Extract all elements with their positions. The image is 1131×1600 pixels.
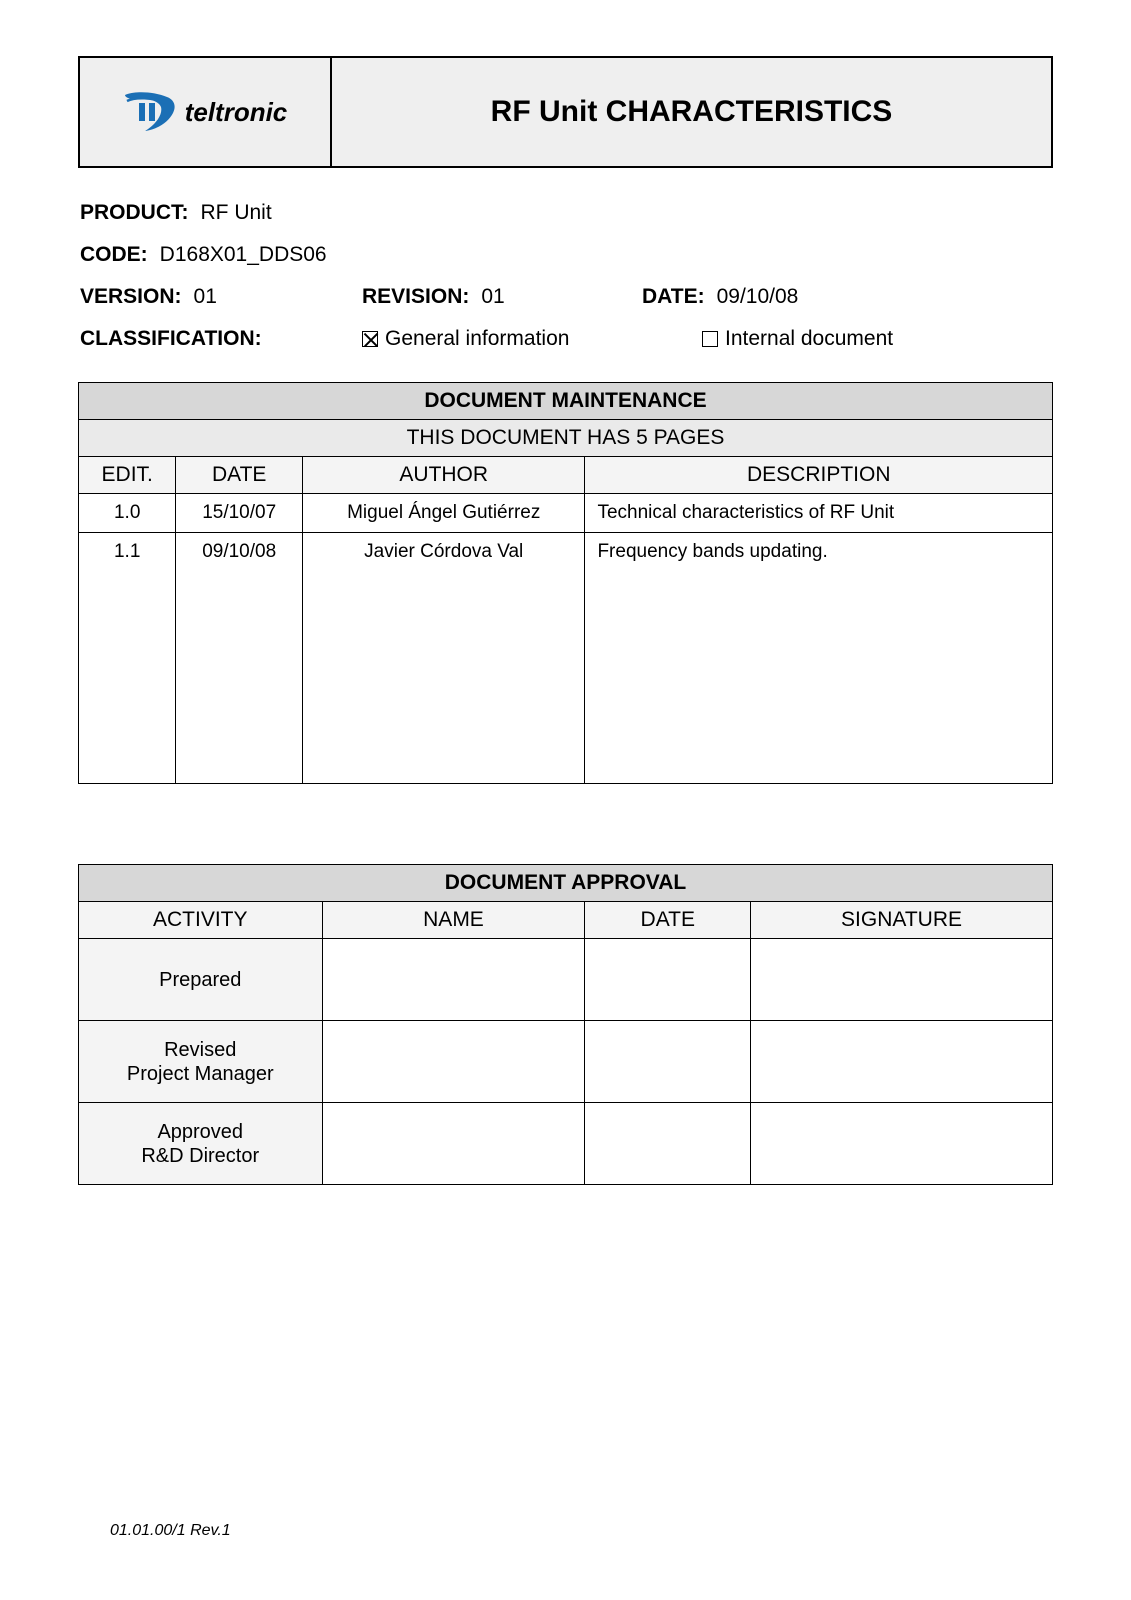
product-label: PRODUCT: bbox=[80, 192, 189, 234]
date-label: DATE: bbox=[642, 276, 705, 318]
maintenance-row: 1.015/10/07Miguel Ángel GutiérrezTechnic… bbox=[79, 494, 1053, 533]
approval-name bbox=[322, 939, 585, 1021]
revision-label: REVISION: bbox=[362, 276, 469, 318]
approval-activity: Prepared bbox=[79, 939, 323, 1021]
logo-text: teltronic bbox=[185, 97, 288, 128]
document-page: teltronic RF Unit CHARACTERISTICS PRODUC… bbox=[0, 0, 1131, 1600]
document-title: RF Unit CHARACTERISTICS bbox=[332, 58, 1051, 166]
meta-block: PRODUCT: RF Unit CODE: D168X01_DDS06 VER… bbox=[78, 192, 1053, 370]
version-value: 01 bbox=[194, 276, 217, 318]
maintenance-title: DOCUMENT MAINTENANCE bbox=[79, 383, 1053, 420]
revision-value: 01 bbox=[481, 276, 504, 318]
maintenance-cell: 09/10/08 bbox=[176, 533, 303, 784]
approval-signature bbox=[751, 1021, 1053, 1103]
approval-row: RevisedProject Manager bbox=[79, 1021, 1053, 1103]
approval-activity: ApprovedR&D Director bbox=[79, 1103, 323, 1185]
approval-col-head: SIGNATURE bbox=[751, 902, 1053, 939]
internal-doc-checkbox[interactable] bbox=[702, 331, 718, 347]
approval-row: Prepared bbox=[79, 939, 1053, 1021]
maintenance-col-head: DESCRIPTION bbox=[585, 457, 1053, 494]
maintenance-cell: 1.1 bbox=[79, 533, 176, 784]
product-value: RF Unit bbox=[201, 192, 272, 234]
logo: teltronic bbox=[123, 91, 288, 133]
code-value: D168X01_DDS06 bbox=[160, 234, 327, 276]
internal-doc-text: Internal document bbox=[725, 318, 893, 360]
classification-label: CLASSIFICATION: bbox=[80, 318, 262, 360]
maintenance-cell: 15/10/07 bbox=[176, 494, 303, 533]
approval-date bbox=[585, 1103, 751, 1185]
approval-date bbox=[585, 939, 751, 1021]
maintenance-cell: 1.0 bbox=[79, 494, 176, 533]
header: teltronic RF Unit CHARACTERISTICS bbox=[78, 56, 1053, 168]
approval-col-head: ACTIVITY bbox=[79, 902, 323, 939]
approval-row: ApprovedR&D Director bbox=[79, 1103, 1053, 1185]
approval-table: DOCUMENT APPROVAL ACTIVITYNAMEDATESIGNAT… bbox=[78, 864, 1053, 1185]
approval-name bbox=[322, 1021, 585, 1103]
approval-col-head: DATE bbox=[585, 902, 751, 939]
maintenance-row: 1.109/10/08Javier Córdova ValFrequency b… bbox=[79, 533, 1053, 784]
approval-date bbox=[585, 1021, 751, 1103]
footer-text: 01.01.00/1 Rev.1 bbox=[110, 1522, 231, 1540]
approval-activity: RevisedProject Manager bbox=[79, 1021, 323, 1103]
approval-signature bbox=[751, 1103, 1053, 1185]
approval-name bbox=[322, 1103, 585, 1185]
general-info-text: General information bbox=[385, 318, 569, 360]
approval-col-head: NAME bbox=[322, 902, 585, 939]
maintenance-col-head: EDIT. bbox=[79, 457, 176, 494]
code-label: CODE: bbox=[80, 234, 148, 276]
maintenance-subtitle: THIS DOCUMENT HAS 5 PAGES bbox=[79, 420, 1053, 457]
teltronic-logo-icon bbox=[123, 91, 179, 133]
version-label: VERSION: bbox=[80, 276, 182, 318]
maintenance-cell: Javier Córdova Val bbox=[303, 533, 585, 784]
approval-signature bbox=[751, 939, 1053, 1021]
maintenance-cell: Technical characteristics of RF Unit bbox=[585, 494, 1053, 533]
maintenance-table: DOCUMENT MAINTENANCE THIS DOCUMENT HAS 5… bbox=[78, 382, 1053, 784]
maintenance-cell: Frequency bands updating. bbox=[585, 533, 1053, 784]
logo-cell: teltronic bbox=[80, 58, 332, 166]
maintenance-col-head: AUTHOR bbox=[303, 457, 585, 494]
approval-title: DOCUMENT APPROVAL bbox=[79, 865, 1053, 902]
maintenance-cell: Miguel Ángel Gutiérrez bbox=[303, 494, 585, 533]
maintenance-col-head: DATE bbox=[176, 457, 303, 494]
date-value: 09/10/08 bbox=[717, 276, 799, 318]
general-info-checkbox[interactable] bbox=[362, 331, 378, 347]
